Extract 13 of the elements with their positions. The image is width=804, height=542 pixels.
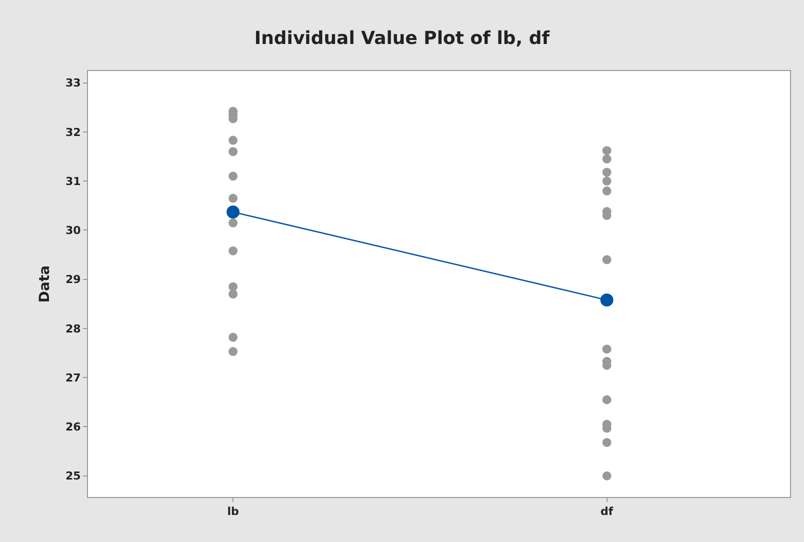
y-tick-label: 31 <box>65 174 81 188</box>
y-tick-label: 28 <box>65 322 81 336</box>
x-tick-label: lb <box>227 505 239 518</box>
y-tick-label: 30 <box>65 224 82 238</box>
y-tick-label: 29 <box>65 273 81 286</box>
y-tick-label: 27 <box>65 371 81 384</box>
y-tick-label: 26 <box>65 420 82 434</box>
y-tick-label: 32 <box>65 126 81 139</box>
x-tick-label: df <box>600 505 614 518</box>
chart-title: Individual Value Plot of lb, df <box>254 28 550 50</box>
y-tick-label: 25 <box>65 470 81 483</box>
y-axis-title: Data <box>37 265 54 303</box>
y-tick-label: 33 <box>65 76 81 90</box>
